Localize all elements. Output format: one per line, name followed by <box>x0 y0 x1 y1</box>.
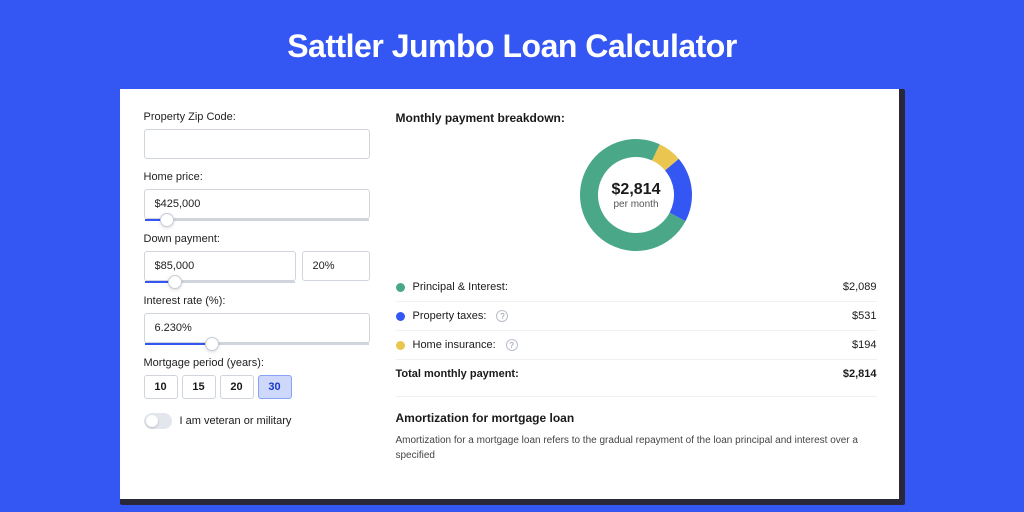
total-label: Total monthly payment: <box>396 368 519 380</box>
home-price-label: Home price: <box>144 171 370 183</box>
total-value: $2,814 <box>843 368 877 380</box>
donut-chart: $2,814 per month <box>576 135 696 255</box>
down-payment-percent-input[interactable] <box>302 251 370 281</box>
amortization-section: Amortization for mortgage loan Amortizat… <box>396 396 877 463</box>
home-price-slider[interactable] <box>145 219 369 221</box>
zip-label: Property Zip Code: <box>144 111 370 123</box>
home-price-input[interactable] <box>144 189 370 219</box>
veteran-toggle[interactable] <box>144 413 172 429</box>
legend-value: $194 <box>852 339 876 351</box>
legend-dot-icon <box>396 283 405 292</box>
legend-value: $531 <box>852 310 876 322</box>
mortgage-period-label: Mortgage period (years): <box>144 357 370 369</box>
interest-rate-label: Interest rate (%): <box>144 295 370 307</box>
veteran-row: I am veteran or military <box>144 413 370 429</box>
interest-rate-input[interactable] <box>144 313 370 343</box>
home-price-field: Home price: <box>144 171 370 221</box>
down-payment-amount-input[interactable] <box>144 251 296 281</box>
toggle-knob <box>146 415 158 427</box>
interest-rate-slider[interactable] <box>145 343 369 345</box>
legend-dot-icon <box>396 341 405 350</box>
down-payment-slider[interactable] <box>145 281 295 283</box>
period-button-15[interactable]: 15 <box>182 375 216 399</box>
legend-label: Home insurance: <box>413 339 496 351</box>
veteran-label: I am veteran or military <box>180 415 292 427</box>
donut-sub: per month <box>613 199 658 210</box>
slider-thumb[interactable] <box>160 213 174 227</box>
zip-input[interactable] <box>144 129 370 159</box>
period-button-10[interactable]: 10 <box>144 375 178 399</box>
legend-row: Principal & Interest: $2,089 <box>396 273 877 301</box>
amortization-text: Amortization for a mortgage loan refers … <box>396 433 877 463</box>
donut-amount: $2,814 <box>612 181 661 199</box>
legend-total-row: Total monthly payment: $2,814 <box>396 359 877 388</box>
period-button-30[interactable]: 30 <box>258 375 292 399</box>
legend-value: $2,089 <box>843 281 877 293</box>
card-shadow: Property Zip Code: Home price: Down paym… <box>120 89 905 505</box>
calculator-card: Property Zip Code: Home price: Down paym… <box>120 89 899 499</box>
legend-row: Home insurance:? $194 <box>396 330 877 359</box>
legend-row: Property taxes:? $531 <box>396 301 877 330</box>
period-button-20[interactable]: 20 <box>220 375 254 399</box>
slider-thumb[interactable] <box>168 275 182 289</box>
legend-label: Principal & Interest: <box>413 281 508 293</box>
legend-dot-icon <box>396 312 405 321</box>
amortization-title: Amortization for mortgage loan <box>396 411 877 425</box>
form-panel: Property Zip Code: Home price: Down paym… <box>120 89 380 499</box>
legend-label: Property taxes: <box>413 310 487 322</box>
donut-center: $2,814 per month <box>576 135 696 255</box>
donut-chart-wrap: $2,814 per month <box>396 135 877 255</box>
down-payment-field: Down payment: <box>144 233 370 283</box>
legend: Principal & Interest: $2,089 Property taxe… <box>396 273 877 359</box>
help-icon[interactable]: ? <box>496 310 508 322</box>
down-payment-label: Down payment: <box>144 233 370 245</box>
zip-field: Property Zip Code: <box>144 111 370 159</box>
slider-thumb[interactable] <box>205 337 219 351</box>
help-icon[interactable]: ? <box>506 339 518 351</box>
breakdown-title: Monthly payment breakdown: <box>396 111 877 125</box>
interest-rate-field: Interest rate (%): <box>144 295 370 345</box>
page-title: Sattler Jumbo Loan Calculator <box>0 0 1024 89</box>
breakdown-panel: Monthly payment breakdown: $2,814 per mo… <box>380 89 899 499</box>
mortgage-period-field: Mortgage period (years): 10152030 <box>144 357 370 399</box>
